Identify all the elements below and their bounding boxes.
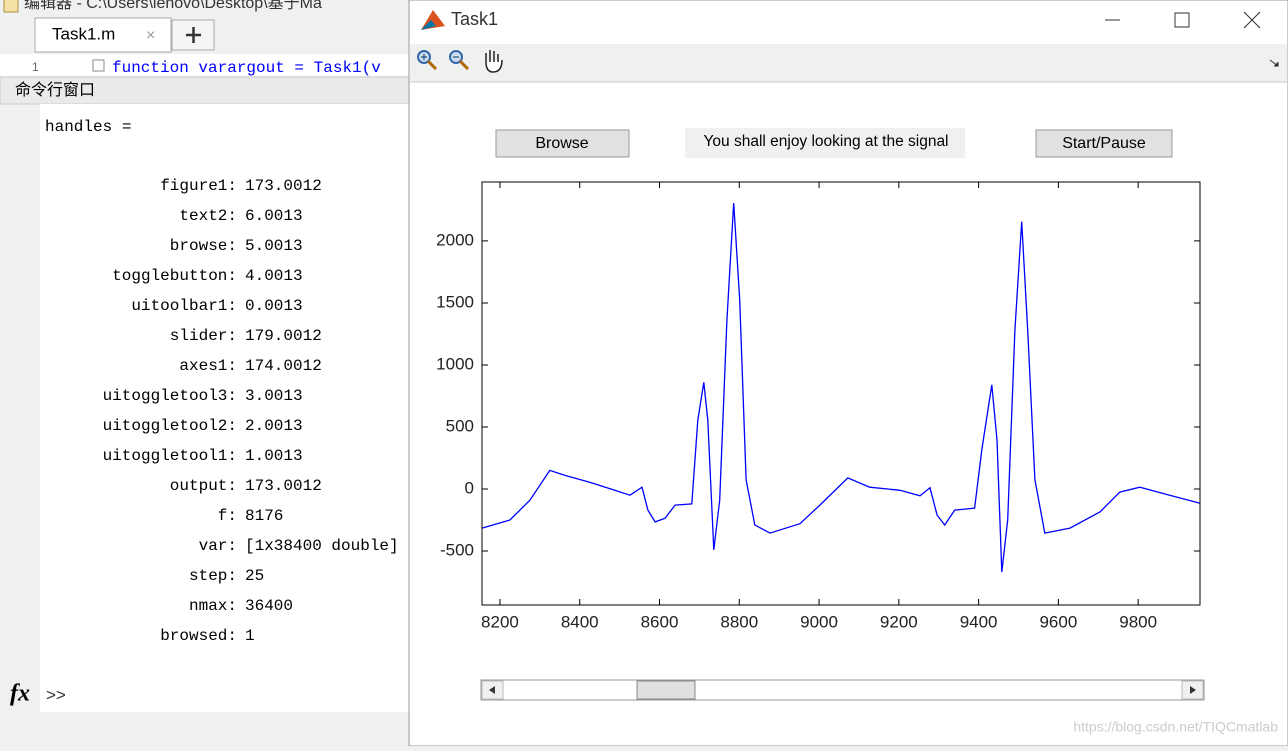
- x-tick-label: 9600: [1039, 612, 1077, 631]
- field-name: figure1:: [160, 177, 237, 195]
- line-number: 1: [32, 60, 39, 74]
- field-name: browse:: [170, 237, 237, 255]
- field-value: 2.0013: [245, 417, 303, 435]
- x-tick-label: 8400: [561, 612, 599, 631]
- field-name: step:: [189, 567, 237, 585]
- matlab-icon-part: [421, 20, 436, 30]
- x-tick-label: 8200: [481, 612, 519, 631]
- field-value: 5.0013: [245, 237, 303, 255]
- prompt: >>: [46, 685, 66, 704]
- browse-label: Browse: [535, 135, 588, 152]
- browse-button[interactable]: [495, 129, 630, 158]
- field-name: nmax:: [189, 597, 237, 615]
- message-box: [685, 128, 965, 158]
- watermark: https://blog.csdn.net/TIQCmatlab: [1073, 719, 1278, 735]
- left-arrow: [489, 686, 495, 694]
- code-line: function varargout = Task1(v: [112, 59, 381, 77]
- pan-tool[interactable]: [485, 50, 503, 73]
- field-value: 3.0013: [245, 387, 303, 405]
- field-name: browsed:: [160, 627, 237, 645]
- field-value: 173.0012: [245, 177, 322, 195]
- field-value: 179.0012: [245, 327, 322, 345]
- command-title: 命令行窗口: [15, 81, 95, 99]
- status-bar: [0, 712, 409, 746]
- field-name: output:: [170, 477, 237, 495]
- field-value: 1.0013: [245, 447, 303, 465]
- zoom-out-tool[interactable]: [449, 50, 470, 71]
- editor-title: 编辑器 - C:\Users\lenovo\Desktop\基于Ma: [24, 0, 322, 12]
- field-name: uitoolbar1:: [131, 297, 237, 315]
- field-name: uitoggletool3:: [103, 387, 237, 405]
- field-name: var:: [199, 537, 237, 555]
- x-tick-label: 8600: [641, 612, 679, 631]
- x-tick-label: 9800: [1119, 612, 1157, 631]
- field-value: 6.0013: [245, 207, 303, 225]
- field-name: f:: [218, 507, 237, 525]
- slider-thumb[interactable]: [636, 680, 696, 700]
- field-value: 36400: [245, 597, 293, 615]
- message-text: You shall enjoy looking at the signal: [703, 133, 948, 150]
- field-name: axes1:: [179, 357, 237, 375]
- field-name: text2:: [179, 207, 237, 225]
- command-area: [40, 104, 409, 712]
- zoom-in-tool[interactable]: [417, 50, 438, 71]
- close-button[interactable]: [1243, 11, 1261, 29]
- field-list: figure1: 173.0012 text2: 6.0013 browse: 5.001…: [103, 177, 399, 645]
- y-tick-label: 1500: [436, 292, 474, 311]
- field-value: 25: [245, 567, 264, 585]
- field-name: slider:: [170, 327, 237, 345]
- slider[interactable]: [480, 679, 1205, 701]
- field-value: 4.0013: [245, 267, 303, 285]
- axes: 8200 8400 8600 8800 9000 9200 9400 9600 9800 -500…: [436, 181, 1201, 631]
- y-tick-label: 0: [465, 479, 474, 498]
- field-value: 0.0013: [245, 297, 303, 315]
- x-tick-label: 9000: [800, 612, 838, 631]
- y-tick-label: 1000: [436, 354, 474, 373]
- axes-box: [481, 181, 1201, 606]
- x-tick-label: 9200: [880, 612, 918, 631]
- signal-line: [481, 203, 1201, 573]
- editor-tab[interactable]: [34, 17, 172, 53]
- plus-icon: [186, 27, 201, 43]
- editor-icon: [3, 0, 19, 13]
- tab-close[interactable]: ×: [146, 27, 155, 44]
- plot-area: [482, 182, 1200, 605]
- field-value: 174.0012: [245, 357, 322, 375]
- right-arrow: [1190, 686, 1196, 694]
- y-tick-label: 500: [446, 416, 474, 435]
- y-tick-label: 2000: [436, 230, 474, 249]
- start-button[interactable]: [1035, 129, 1173, 158]
- figure-title: Task1: [451, 9, 498, 29]
- field-value: 8176: [245, 507, 283, 525]
- tab-label: Task1.m: [52, 24, 115, 43]
- dock-arrow[interactable]: [1269, 59, 1279, 67]
- y-tick-label: -500: [440, 541, 474, 560]
- field-value: 1: [245, 627, 255, 645]
- field-value: 173.0012: [245, 477, 322, 495]
- field-name: uitoggletool2:: [103, 417, 237, 435]
- x-tick-label: 9400: [960, 612, 998, 631]
- command-title-bar: [0, 76, 410, 105]
- start-label: Start/Pause: [1062, 135, 1146, 152]
- fx-icon[interactable]: fx: [10, 681, 30, 707]
- x-tick-label: 8800: [720, 612, 758, 631]
- field-value: [1x38400 double]: [245, 537, 399, 555]
- fold-box: [92, 59, 105, 72]
- maximize-button[interactable]: [1174, 12, 1190, 28]
- toolbar: [410, 44, 1287, 82]
- field-name: uitoggletool1:: [103, 447, 237, 465]
- field-name: togglebutton:: [112, 267, 237, 285]
- command-header: handles =: [45, 118, 131, 136]
